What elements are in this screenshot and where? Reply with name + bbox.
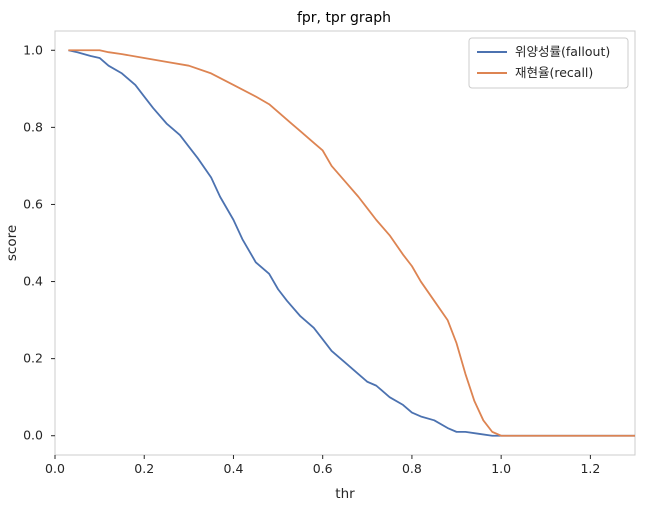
y-tick-label: 0.0 xyxy=(23,428,43,443)
legend-label-fallout: 위양성률(fallout) xyxy=(515,44,610,59)
x-tick-label: 1.2 xyxy=(580,461,600,476)
series-line-fallout xyxy=(68,49,635,437)
x-tick-label: 0.2 xyxy=(134,461,154,476)
x-axis-label: thr xyxy=(335,486,355,502)
x-axis-ticks: 0.0 0.2 0.4 0.6 0.8 1.0 1.2 xyxy=(45,455,600,476)
y-tick-label: 0.6 xyxy=(23,196,43,211)
legend-box xyxy=(468,37,629,89)
y-tick-label: 0.2 xyxy=(23,351,43,366)
x-tick-label: 0.0 xyxy=(45,461,65,476)
x-tick-label: 0.4 xyxy=(224,461,244,476)
plot-frame xyxy=(54,30,636,456)
chart-title: fpr, tpr graph xyxy=(297,10,391,26)
y-tick-label: 1.0 xyxy=(23,42,43,57)
y-axis-label: score xyxy=(4,225,20,261)
legend-label-recall: 재현율(recall) xyxy=(515,65,593,80)
y-tick-label: 0.8 xyxy=(23,119,43,134)
plot-area xyxy=(54,30,636,456)
series-lines xyxy=(68,49,635,437)
y-tick-label: 0.4 xyxy=(23,274,43,289)
y-axis-ticks: 0.0 0.2 0.4 0.6 0.8 1.0 xyxy=(23,42,55,443)
x-tick-label: 0.8 xyxy=(402,461,422,476)
x-tick-label: 0.6 xyxy=(313,461,333,476)
legend: 위양성률(fallout) 재현율(recall) xyxy=(468,37,629,89)
series-line-recall xyxy=(68,49,635,437)
x-tick-label: 1.0 xyxy=(491,461,511,476)
